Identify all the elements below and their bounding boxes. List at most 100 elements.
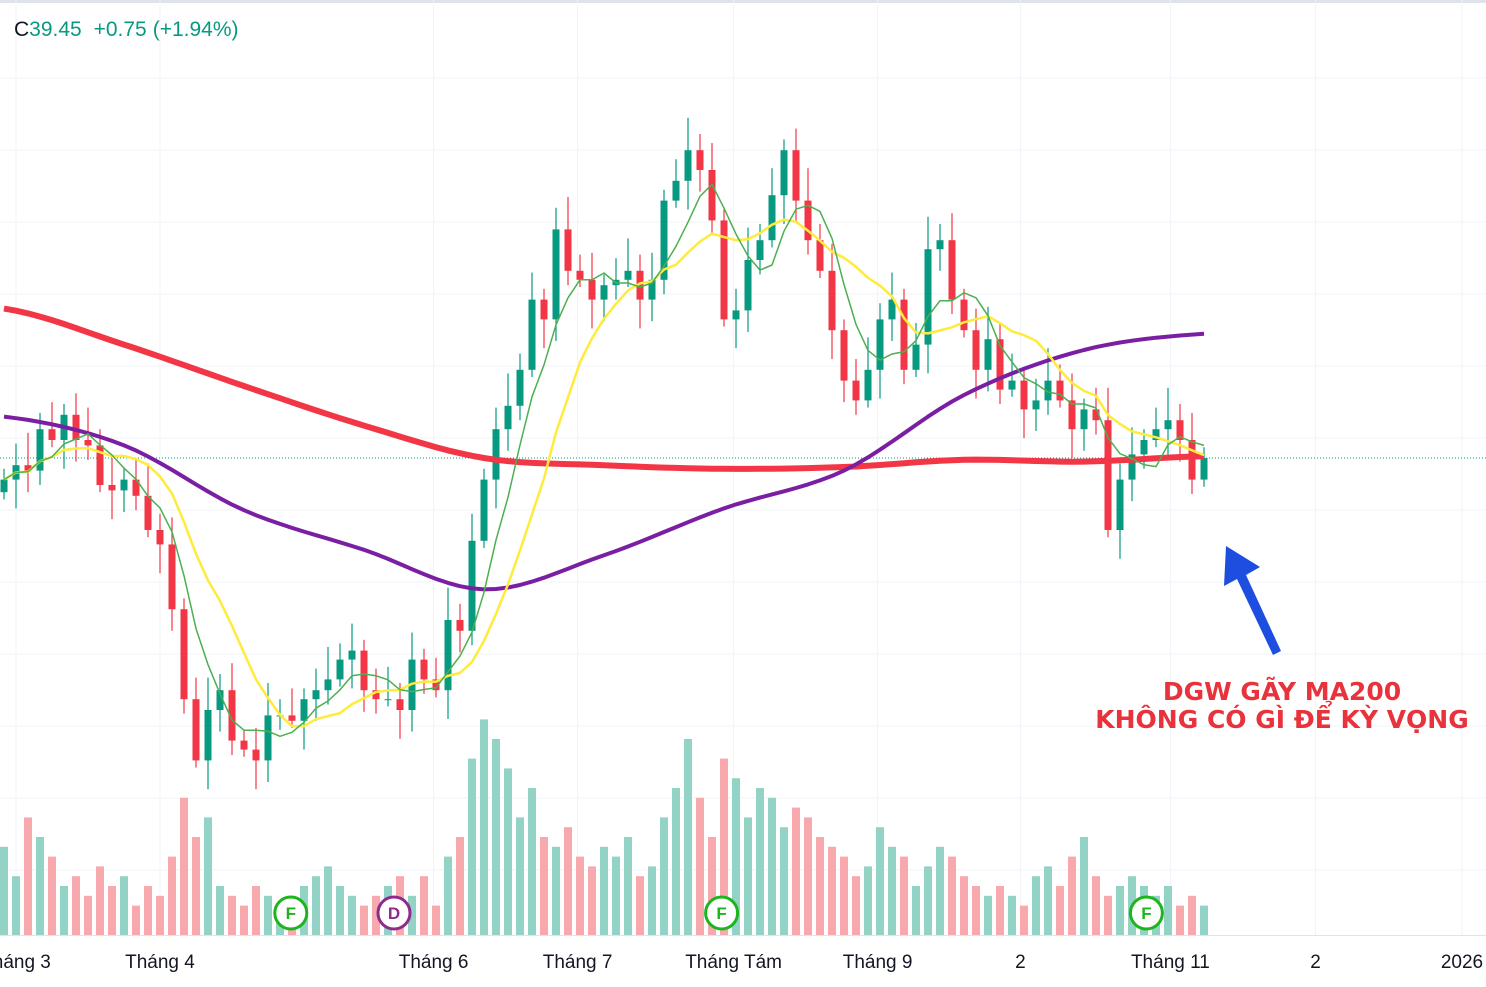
candle-body [732,310,740,320]
volume-bar [12,876,20,935]
event-marker-d[interactable]: D [376,895,412,931]
candle-body [1152,429,1160,440]
volume-bar [456,837,464,935]
candle-body [312,690,320,700]
volume-bar [1020,905,1028,935]
candle-body [900,299,908,370]
candle-body [36,429,44,471]
volume-bar [540,837,548,935]
candle-body [84,440,92,446]
candle-body [996,339,1004,390]
event-circle [1128,895,1164,931]
candle-body [1044,380,1052,401]
candle-body [516,369,524,406]
arrow-icon [1224,546,1281,655]
volume-bar [924,866,932,935]
candle-body [1080,409,1088,430]
candle-body [648,279,656,300]
candle-body [888,299,896,320]
candle-body [708,170,716,221]
time-axis-label: Tháng 3 [0,952,51,973]
volume-bar [828,846,836,935]
volume-bar [252,886,260,935]
candle-body [168,544,176,610]
volume-bar [720,758,728,935]
volume-bar [360,905,368,935]
candle-body [672,180,680,201]
candle-body [600,285,608,300]
candle-body [828,270,836,331]
volume-bar [72,876,80,935]
volume-bar [96,866,104,935]
candle-body [840,330,848,381]
candle-body [636,270,644,300]
volume-bar [780,827,788,935]
candle-body [444,620,452,691]
volume-bar [600,846,608,935]
volume-bar [108,886,116,935]
volume-bar [756,788,764,935]
candle-body [1020,380,1028,410]
time-axis-label: Tháng 11 [1131,952,1210,973]
volume-bar [264,895,272,935]
volume-bar [876,827,884,935]
candle-body [540,299,548,320]
volume-bar [732,778,740,935]
volume-bar [504,768,512,935]
volume-bar [1032,876,1040,935]
candle-body [252,749,260,761]
candle-body [528,299,536,370]
volume-bar [168,856,176,935]
candle-body [468,540,476,631]
candle-body [1164,420,1172,430]
volume-bar [204,817,212,935]
event-marker-f[interactable]: F [273,895,309,931]
volume-bar [120,876,128,935]
candle-body [792,150,800,201]
volume-bar [792,807,800,935]
event-letter: D [388,904,400,923]
candle-body [480,479,488,541]
event-circle [273,895,309,931]
candle-body [24,465,32,471]
close-label: C [14,18,30,41]
candle-body [924,249,932,345]
volume-bar [348,895,356,935]
volume-bar [696,797,704,935]
volume-bar [708,837,716,935]
candle-body [1188,440,1196,480]
volume-bar [480,719,488,935]
volume-bar [672,788,680,935]
candle-body [420,659,428,680]
volume-bar [684,739,692,935]
time-axis: Tháng 3 Tháng 4 Tháng 6 Tháng 7 Tháng Tám Thá… [0,952,1483,973]
event-marker-f[interactable]: F [704,895,740,931]
event-marker-f[interactable]: F [1128,895,1164,931]
volume-bar [660,817,668,935]
candle-body [360,650,368,691]
volume-bar [768,797,776,935]
candle-body [816,240,824,271]
volume-bar [636,876,644,935]
candle-body [720,220,728,320]
ma-mid-line [3,218,1205,728]
volume-bar [420,876,428,935]
volume-bar [996,886,1004,935]
volume-bar [1164,886,1172,935]
candle-body [936,240,944,250]
candle-body [1140,440,1148,455]
volume-bar [1200,905,1208,935]
candle-body [228,690,236,741]
volume-bar [1056,886,1064,935]
volume-bar [744,817,752,935]
volume-bar [840,856,848,935]
volume-bar [36,837,44,935]
candle-body [864,369,872,401]
candle-body [912,344,920,370]
volume-bar [576,856,584,935]
volume-bar [816,837,824,935]
volume-bar [156,895,164,935]
volume-bar [468,758,476,935]
candle-body [216,690,224,710]
